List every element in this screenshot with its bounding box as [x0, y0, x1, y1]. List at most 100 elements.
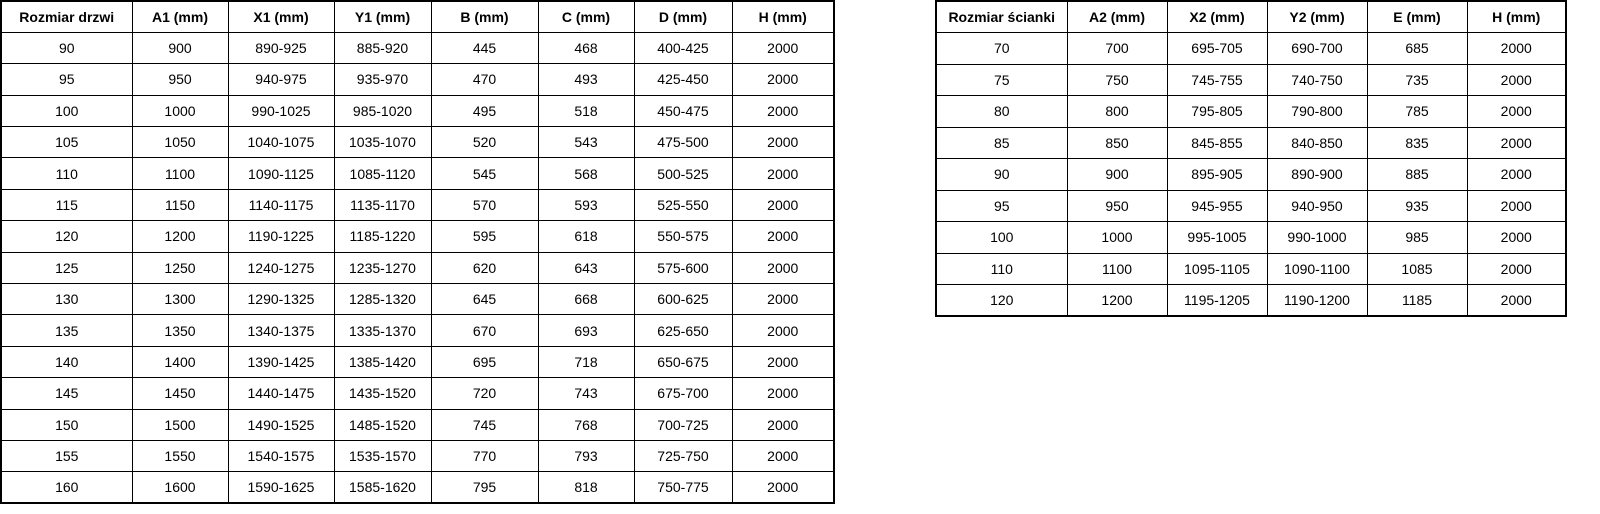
table-row: 135 1350 1340-1375 1335-1370 670 693 625-650 20… — [0, 314, 835, 347]
table-cell: 685 — [1366, 32, 1468, 65]
table-cell: 1290-1325 — [227, 283, 335, 316]
table-row: 125 1250 1240-1275 1235-1270 620 643 575-600 20… — [0, 251, 835, 285]
table-cell: 90 — [935, 158, 1068, 191]
table-cell: 890-900 — [1266, 158, 1368, 191]
table-cell: 1000 — [131, 94, 229, 128]
table-cell: 940-950 — [1266, 189, 1368, 222]
table-cell: 995-1005 — [1166, 221, 1268, 254]
table-cell: 145 — [0, 377, 133, 410]
table-cell: 1095-1105 — [1166, 252, 1268, 285]
table-cell: 1090-1125 — [227, 157, 335, 190]
table-row: 155 1550 1540-1575 1535-1570 770 793 725-750 20… — [0, 439, 835, 473]
table-cell: 1335-1370 — [333, 314, 432, 347]
table-row: 95 950 945-955 940-950 935 2000 — [935, 189, 1567, 222]
table-cell: 1195-1205 — [1166, 284, 1268, 317]
table-cell: 620 — [430, 251, 539, 285]
table-cell: 675-700 — [633, 377, 733, 410]
table-cell: 1150 — [131, 188, 229, 222]
table-row: 105 1050 1040-1075 1035-1070 520 543 475-500 20… — [0, 126, 835, 159]
column-header: X2 (mm) — [1166, 0, 1268, 33]
table-cell: 2000 — [731, 157, 835, 190]
table-cell: 600-625 — [633, 283, 733, 316]
table-cell: 2000 — [1466, 284, 1567, 317]
table-cell: 2000 — [1466, 95, 1567, 128]
table-cell: 850 — [1066, 126, 1168, 159]
table-cell: 725-750 — [633, 439, 733, 473]
table-row: 110 1100 1090-1125 1085-1120 545 568 500-525 20… — [0, 157, 835, 190]
table-cell: 1235-1270 — [333, 251, 432, 285]
table-cell: 1540-1575 — [227, 439, 335, 473]
table-cell: 795-805 — [1166, 95, 1268, 128]
table-cell: 75 — [935, 63, 1068, 96]
table-cell: 1490-1525 — [227, 408, 335, 441]
column-header: Rozmiar drzwi — [0, 0, 133, 33]
table-cell: 1600 — [131, 471, 229, 504]
table-cell: 1390-1425 — [227, 345, 335, 379]
column-header: A2 (mm) — [1066, 0, 1168, 33]
table-cell: 1385-1420 — [333, 345, 432, 379]
table-cell: 668 — [537, 283, 635, 316]
table-row: 160 1600 1590-1625 1585-1620 795 818 750-775 20… — [0, 471, 835, 504]
table-cell: 525-550 — [633, 188, 733, 222]
table-cell: 700-725 — [633, 408, 733, 441]
table-row: 95 950 940-975 935-970 470 493 425-450 2000 — [0, 63, 835, 96]
table-cell: 568 — [537, 157, 635, 190]
table-cell: 845-855 — [1166, 126, 1268, 159]
column-header: B (mm) — [430, 0, 539, 33]
table-cell: 95 — [0, 63, 133, 96]
table-cell: 1140-1175 — [227, 188, 335, 222]
column-header: C (mm) — [537, 0, 635, 33]
table-row: 100 1000 990-1025 985-1020 495 518 450-475 2000 — [0, 94, 835, 128]
table-row: 100 1000 995-1005 990-1000 985 2000 — [935, 221, 1567, 254]
table-cell: 1300 — [131, 283, 229, 316]
column-header: Y2 (mm) — [1266, 0, 1368, 33]
table-cell: 593 — [537, 188, 635, 222]
table-cell: 735 — [1366, 63, 1468, 96]
table-cell: 90 — [0, 31, 133, 65]
table-cell: 2000 — [731, 220, 835, 253]
table-cell: 745 — [430, 408, 539, 441]
table-row: 120 1200 1190-1225 1185-1220 595 618 550-575 20… — [0, 220, 835, 253]
table-cell: 800 — [1066, 95, 1168, 128]
table-row: 115 1150 1140-1175 1135-1170 570 593 525-550 20… — [0, 188, 835, 222]
table-cell: 1190-1200 — [1266, 284, 1368, 317]
table-cell: 1035-1070 — [333, 126, 432, 159]
table-cell: 1000 — [1066, 221, 1168, 254]
wall-panel-sizes-table: Rozmiar ścianki A2 (mm) X2 (mm) Y2 (mm) E (m… — [935, 0, 1567, 317]
table-row: 110 1100 1095-1105 1090-1100 1085 2000 — [935, 252, 1567, 285]
table-cell: 1200 — [131, 220, 229, 253]
table-cell: 2000 — [731, 283, 835, 316]
table-cell: 550-575 — [633, 220, 733, 253]
table-cell: 2000 — [1466, 158, 1567, 191]
table-cell: 520 — [430, 126, 539, 159]
table-cell: 890-925 — [227, 31, 335, 65]
table-cell: 643 — [537, 251, 635, 285]
table-cell: 900 — [131, 31, 229, 65]
table-cell: 985 — [1366, 221, 1468, 254]
table-row: 150 1500 1490-1525 1485-1520 745 768 700-725 20… — [0, 408, 835, 441]
table-cell: 790-800 — [1266, 95, 1368, 128]
table-cell: 895-905 — [1166, 158, 1268, 191]
wall-table-header-row: Rozmiar ścianki A2 (mm) X2 (mm) Y2 (mm) E (m… — [935, 0, 1567, 33]
table-cell: 80 — [935, 95, 1068, 128]
table-cell: 130 — [0, 283, 133, 316]
table-row: 140 1400 1390-1425 1385-1420 695 718 650-675 20… — [0, 345, 835, 379]
table-row: 120 1200 1195-1205 1190-1200 1185 2000 — [935, 284, 1567, 317]
table-cell: 1185 — [1366, 284, 1468, 317]
table-cell: 645 — [430, 283, 539, 316]
table-cell: 85 — [935, 126, 1068, 159]
table-cell: 2000 — [731, 94, 835, 128]
table-cell: 1135-1170 — [333, 188, 432, 222]
table-cell: 135 — [0, 314, 133, 347]
table-cell: 650-675 — [633, 345, 733, 379]
table-row: 90 900 895-905 890-900 885 2000 — [935, 158, 1567, 191]
table-cell: 950 — [131, 63, 229, 96]
table-cell: 493 — [537, 63, 635, 96]
table-cell: 2000 — [1466, 189, 1567, 222]
table-cell: 1400 — [131, 345, 229, 379]
table-cell: 1435-1520 — [333, 377, 432, 410]
table-cell: 945-955 — [1166, 189, 1268, 222]
table-cell: 990-1000 — [1266, 221, 1368, 254]
table-cell: 2000 — [731, 251, 835, 285]
table-cell: 475-500 — [633, 126, 733, 159]
